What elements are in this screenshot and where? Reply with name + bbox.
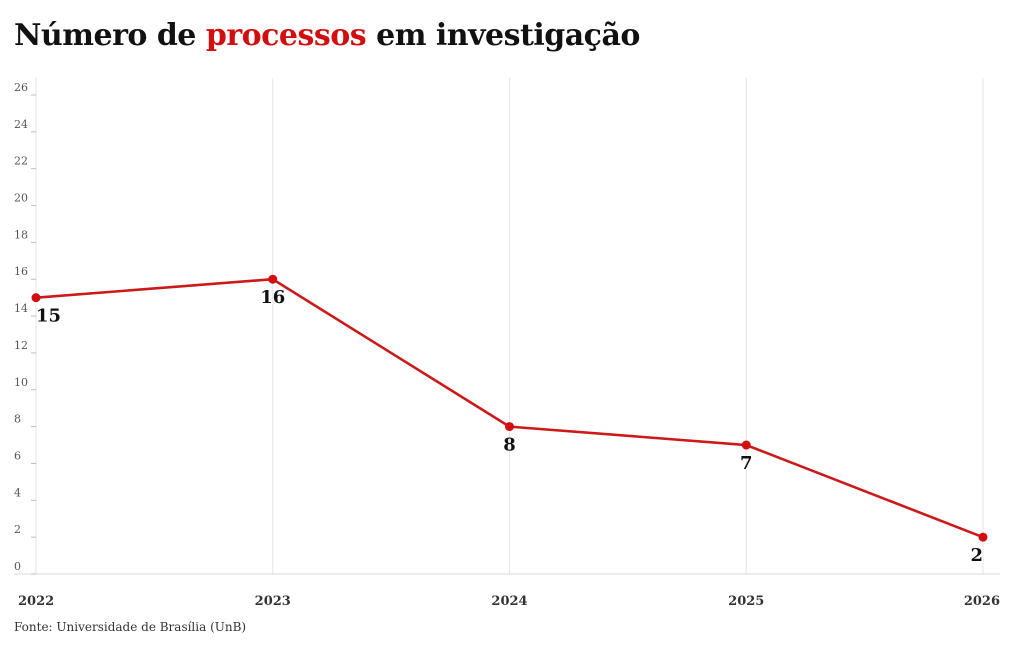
- data-label-2022: 15: [36, 306, 61, 327]
- data-point-2025: [741, 440, 751, 450]
- y-tick-label-18: 18: [14, 228, 28, 241]
- y-tick-label-16: 16: [14, 265, 28, 278]
- x-tick-label-2025: 2025: [728, 594, 764, 609]
- data-point-2026: [978, 532, 988, 542]
- data-point-2024: [505, 422, 514, 432]
- data-label-2023: 16: [260, 287, 285, 308]
- x-tick-label-2024: 2024: [491, 594, 527, 609]
- data-labels: 15 16 8 7 2: [36, 287, 983, 566]
- y-tick-label-10: 10: [14, 376, 28, 389]
- source-note: Fonte: Universidade de Brasília (UnB): [14, 620, 247, 634]
- y-tick-label-12: 12: [14, 339, 28, 352]
- y-tick-label-22: 22: [14, 155, 28, 168]
- data-label-2026: 2: [970, 545, 983, 566]
- data-point-2022: [31, 293, 41, 303]
- x-tick-label-2022: 2022: [18, 594, 54, 609]
- y-tick-label-0: 0: [14, 560, 21, 573]
- page-title: Número de processos em investigação: [14, 18, 640, 53]
- x-tick-label-2026: 2026: [964, 594, 1000, 609]
- y-tick-label-6: 6: [14, 449, 21, 462]
- title-part-2: em investigação: [366, 18, 640, 53]
- data-label-2025: 7: [740, 453, 753, 474]
- data-point-2023: [268, 274, 278, 284]
- title-part-1: Número de: [14, 18, 206, 53]
- y-tick-label-20: 20: [14, 192, 28, 205]
- y-tick-label-2: 2: [14, 523, 21, 536]
- y-tick-label-14: 14: [14, 302, 28, 315]
- grid-layer: [14, 78, 1000, 575]
- title-highlight: processos: [205, 18, 367, 53]
- y-tick-label-4: 4: [14, 486, 21, 499]
- y-tick-label-8: 8: [14, 413, 21, 426]
- series-layer: [31, 274, 988, 542]
- y-tick-label-24: 24: [14, 118, 28, 131]
- data-label-2024: 8: [503, 435, 516, 456]
- x-axis-ticks: 2022 2023 2024 2025 2026: [18, 594, 1000, 609]
- x-tick-label-2023: 2023: [255, 594, 291, 609]
- y-tick-label-26: 26: [14, 81, 28, 94]
